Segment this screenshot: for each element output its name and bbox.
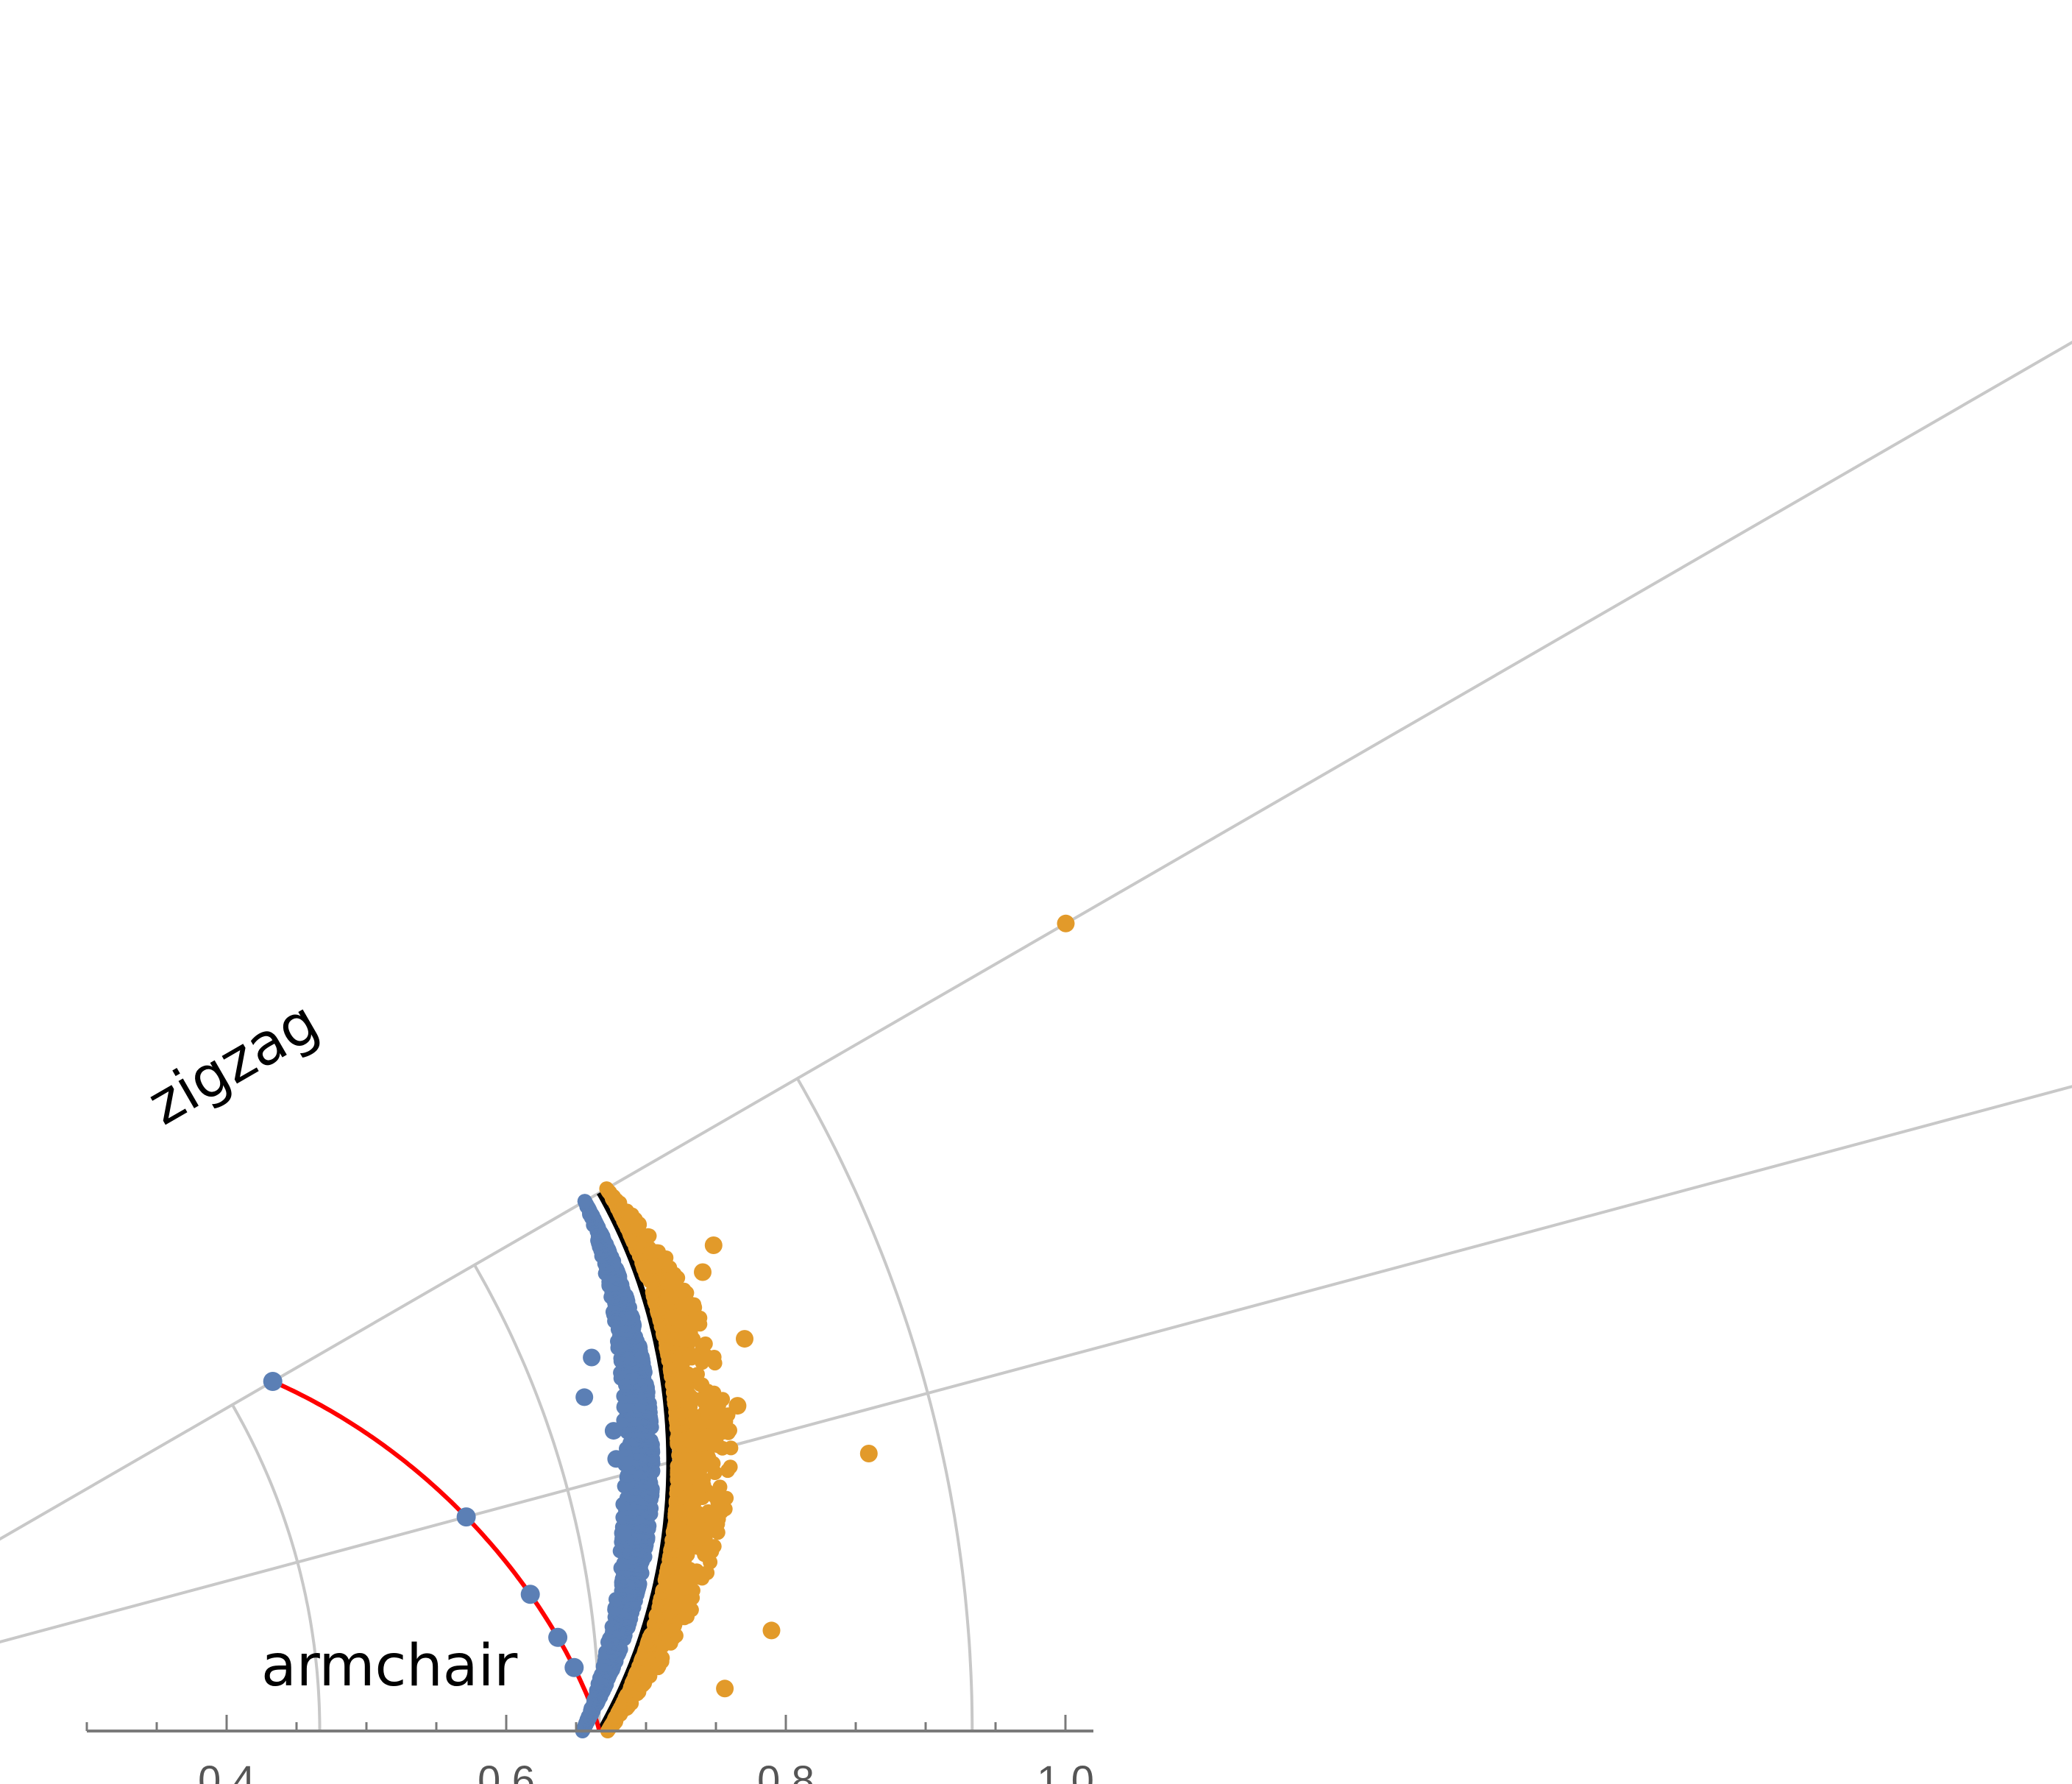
scatter-point-orange (712, 1479, 728, 1495)
scatter-point-orange-outlier (694, 1263, 712, 1281)
scatter-point-blue-outlier (607, 1450, 625, 1468)
scatter-layer (575, 914, 1075, 1738)
x-tick-label: 0.8 (757, 1757, 815, 1784)
radius-gridline (473, 1264, 601, 1731)
curve-layer (263, 1191, 673, 1733)
scatter-point-blue (577, 1194, 592, 1209)
scatter-point-orange-outlier (1057, 914, 1075, 932)
armchair-label: armchair (261, 1633, 518, 1699)
scatter-point-blue-outlier (614, 1524, 632, 1543)
scatter-point-orange (719, 1490, 734, 1506)
scatter-point-blue-outlier (604, 1422, 622, 1440)
red-curve-point (456, 1507, 476, 1527)
red-curve-point (564, 1657, 584, 1677)
x-tick-label: 0.4 (198, 1757, 255, 1784)
scatter-point-orange-outlier (762, 1621, 781, 1640)
scatter-point-orange-outlier (728, 1397, 747, 1415)
black-curve (597, 1191, 673, 1733)
grid-layer (0, 340, 2072, 1732)
radius-gridline (231, 1404, 322, 1731)
red-curve-point (548, 1627, 568, 1647)
scatter-point-orange (723, 1459, 738, 1475)
scatter-point-orange-outlier (736, 1330, 753, 1348)
zigzag-label: zigzag (138, 988, 330, 1138)
scatter-point-orange-outlier (859, 1445, 878, 1462)
x-tick-label: 0.6 (478, 1757, 535, 1784)
scatter-point-orange-outlier (716, 1679, 734, 1698)
red-curve-point (520, 1585, 540, 1604)
scatter-point-orange (698, 1336, 713, 1351)
scatter-point-blue-outlier (583, 1348, 601, 1367)
scatter-point-orange (599, 1181, 614, 1197)
red-curve-point (263, 1372, 283, 1391)
axis-layer: 0.4 0.6 0.8 1.0 (85, 1715, 1094, 1784)
angle-gridline (0, 1085, 2072, 1643)
angle-gridline (0, 340, 2072, 1541)
scatter-point-orange-outlier (676, 1379, 694, 1398)
scatter-point-blue-outlier (575, 1388, 594, 1406)
radius-gridline (795, 1077, 974, 1732)
x-tick-label: 1.0 (1037, 1757, 1094, 1784)
scatter-point-orange-outlier (704, 1236, 723, 1254)
